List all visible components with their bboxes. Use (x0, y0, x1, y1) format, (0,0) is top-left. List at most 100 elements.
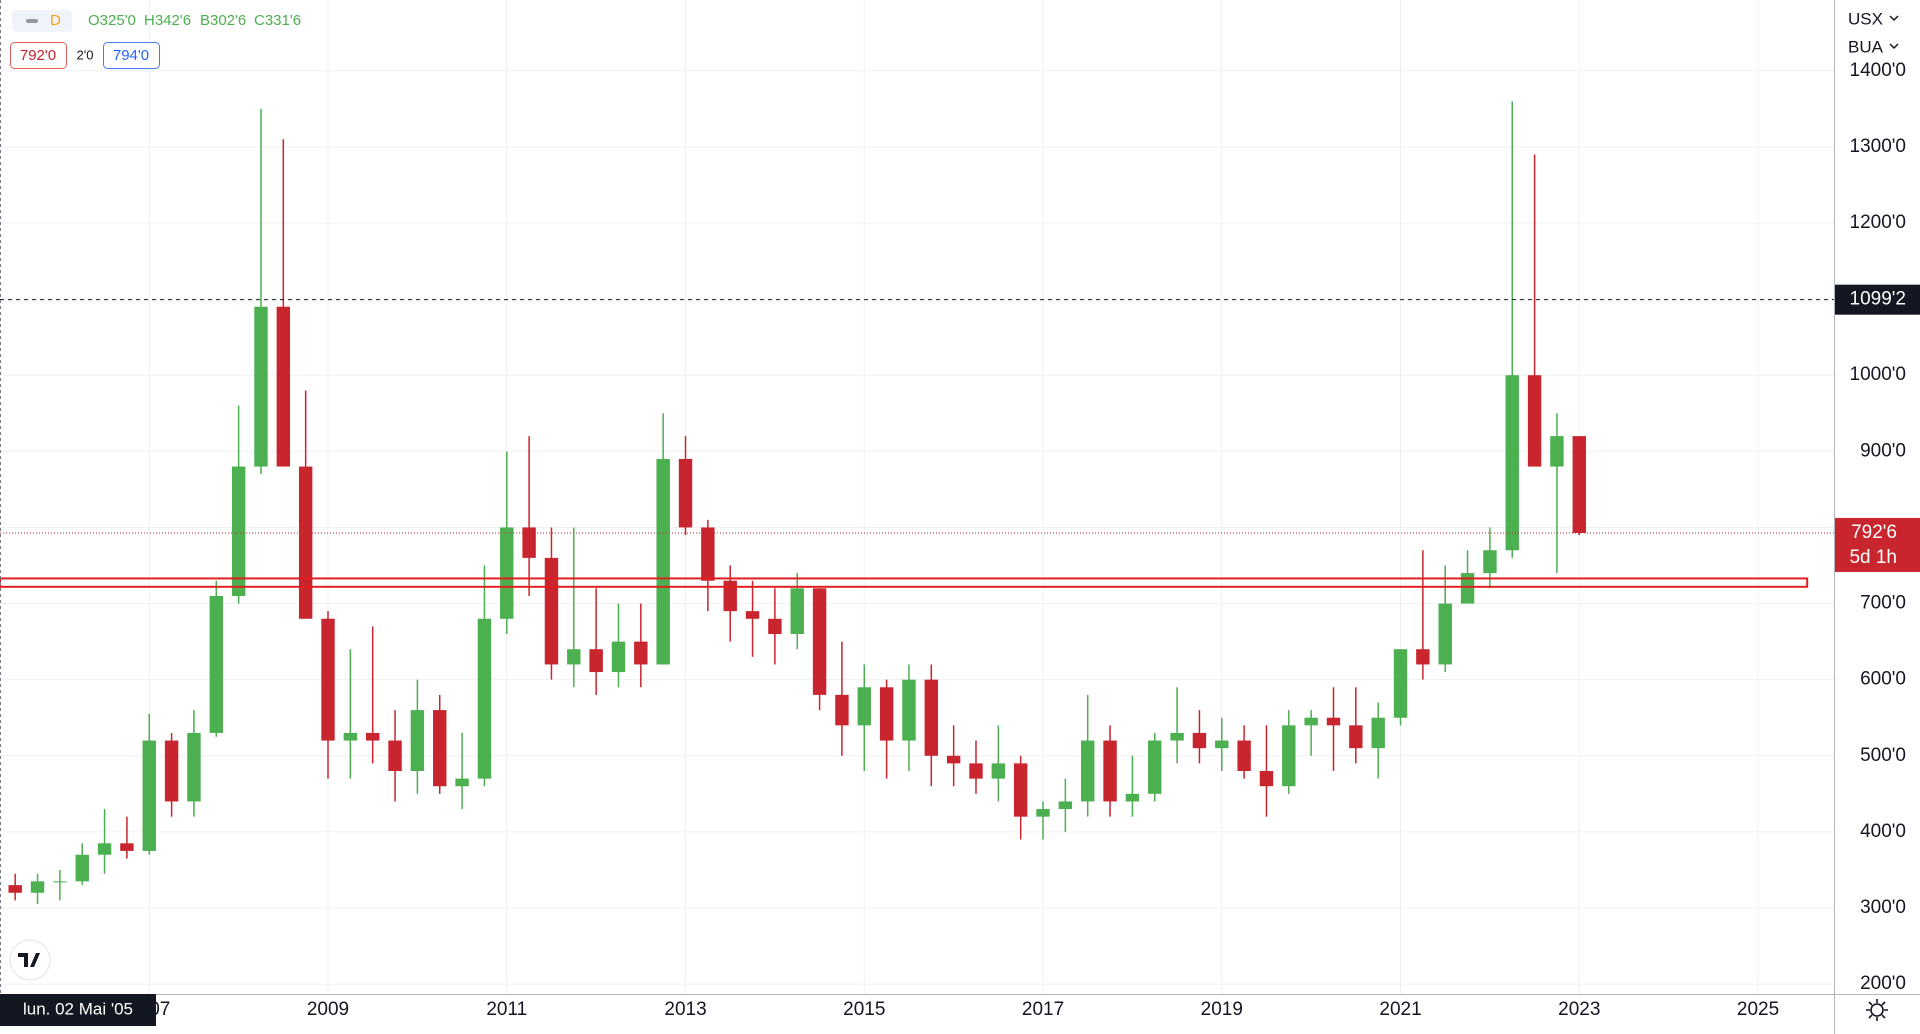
candle-body (187, 732, 201, 802)
candle-body (790, 588, 804, 634)
countdown-label: 5d 1h (1849, 547, 1897, 568)
candle-body (879, 687, 894, 741)
candle-body (500, 527, 514, 619)
candle-body (1371, 717, 1385, 749)
crosshair-date: lun. 02 Mai '05 (23, 999, 133, 1018)
candle-body (1192, 732, 1207, 749)
candle-body (30, 881, 45, 893)
candle-body (1483, 550, 1497, 574)
candle-body (656, 458, 670, 665)
candle-body (812, 588, 827, 695)
candle-body (97, 843, 112, 855)
y-tick-label: 600'0 (1860, 669, 1906, 690)
candle-body (365, 732, 380, 741)
settings-icon[interactable] (1866, 999, 1888, 1021)
crosshair-date-bg (0, 994, 156, 1026)
y-tick-label: 700'0 (1860, 593, 1906, 614)
candle-body (745, 611, 760, 619)
candle-body (611, 641, 626, 673)
candle-body (1282, 725, 1296, 787)
candle-body (1326, 717, 1341, 726)
candle-body (723, 580, 737, 612)
legend-low: B302'6 (200, 12, 246, 29)
candle-body (678, 458, 693, 528)
candle-body (276, 306, 291, 467)
candle-body (1103, 740, 1117, 802)
sell-price[interactable]: 792'0 (20, 47, 56, 64)
x-tick-label: 2013 (664, 999, 706, 1020)
buy-price[interactable]: 794'0 (113, 47, 149, 64)
candle-body (924, 679, 939, 756)
candle-body (343, 732, 358, 741)
legend-high: H342'6 (144, 12, 191, 29)
logo-mark (18, 953, 40, 967)
high-label-bg (1835, 284, 1920, 315)
candle-body (1550, 436, 1564, 467)
candle-body (1058, 801, 1073, 810)
candle-body (1036, 809, 1050, 817)
y-tick-label: 1400'0 (1850, 60, 1906, 81)
candle-body (589, 649, 603, 673)
interval[interactable]: D (50, 12, 61, 29)
x-tick-label: 2011 (486, 999, 527, 1020)
collapse-icon (26, 19, 38, 23)
candle-body (1170, 732, 1184, 741)
candle-body (1081, 740, 1095, 802)
support-zone (0, 577, 1809, 588)
candle-body (433, 710, 447, 787)
y-tick-label: 1300'0 (1850, 136, 1906, 157)
candle-body (1125, 793, 1140, 802)
tv-logo[interactable] (9, 939, 51, 981)
candle-body (634, 641, 648, 665)
candle-body (946, 755, 961, 764)
sell-box[interactable] (10, 42, 67, 69)
candle-body (768, 618, 782, 634)
gear (1870, 1003, 1884, 1017)
legend-close: C331'6 (254, 12, 301, 29)
candle-body (1349, 725, 1363, 749)
legend-bg[interactable] (12, 10, 72, 32)
candle-body (1304, 717, 1318, 726)
candle-body (321, 618, 335, 741)
candle-body (209, 595, 223, 733)
candle-body (1572, 436, 1586, 533)
candle-body (231, 466, 246, 596)
candle-body (969, 763, 983, 779)
currency[interactable]: USX (1848, 9, 1883, 28)
y-tick-label: 1000'0 (1850, 364, 1906, 385)
x-tick-label: 2017 (1022, 999, 1064, 1020)
candle-body (1259, 770, 1274, 787)
candle-body (991, 763, 1006, 779)
y-tick-label: 500'0 (1860, 745, 1906, 766)
overlay (0, 299, 1834, 588)
candle-body (1527, 375, 1542, 467)
x-tick-label: 2009 (307, 999, 349, 1020)
candle-body (701, 527, 715, 581)
last-price-label: 792'6 (1851, 522, 1897, 543)
grid (0, 0, 1834, 994)
y-tick-label: 400'0 (1860, 821, 1906, 842)
candle-body (254, 306, 268, 467)
candle-body (120, 843, 134, 851)
candle-body (53, 881, 67, 883)
y-tick-label: 300'0 (1860, 897, 1906, 918)
y-tick-label: 200'0 (1860, 973, 1906, 994)
candle-body (164, 740, 179, 802)
candle-body (1393, 649, 1408, 718)
candle-body (477, 618, 492, 779)
buy-box[interactable] (103, 42, 160, 69)
unit[interactable]: BUA (1848, 37, 1884, 56)
y-tick-label: 900'0 (1860, 440, 1906, 461)
legend-open: O325'0 (88, 12, 136, 29)
candle-body (1013, 763, 1028, 817)
y-tick-label: 1200'0 (1850, 212, 1906, 233)
gear-teeth (1866, 999, 1888, 1021)
candle-body (75, 854, 89, 882)
dropdown-icons[interactable] (1889, 15, 1899, 50)
logo-bg (9, 939, 51, 981)
x-tick-label: 2023 (1558, 999, 1600, 1020)
candle-body (902, 679, 916, 741)
candle-body (142, 740, 156, 851)
